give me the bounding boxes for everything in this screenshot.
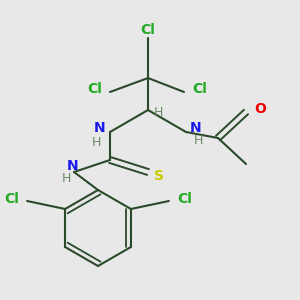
Text: Cl: Cl	[87, 82, 102, 96]
Text: O: O	[254, 102, 266, 116]
Text: Cl: Cl	[192, 82, 207, 96]
Text: H: H	[61, 172, 71, 185]
Text: H: H	[154, 106, 164, 118]
Text: N: N	[66, 159, 78, 173]
Text: N: N	[93, 121, 105, 135]
Text: S: S	[154, 169, 164, 183]
Text: H: H	[193, 134, 203, 146]
Text: Cl: Cl	[141, 23, 155, 37]
Text: Cl: Cl	[4, 192, 19, 206]
Text: N: N	[190, 121, 202, 135]
Text: Cl: Cl	[177, 192, 192, 206]
Text: H: H	[91, 136, 101, 148]
